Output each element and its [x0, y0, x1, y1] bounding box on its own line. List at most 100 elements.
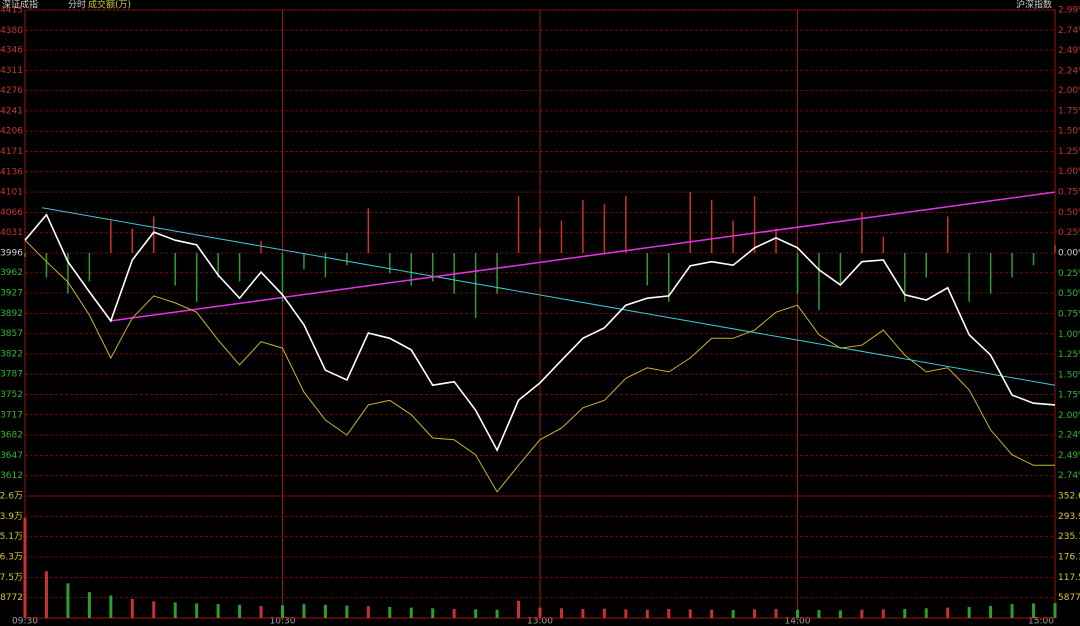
volume-bar: [66, 583, 70, 618]
volume-bar: [710, 609, 714, 618]
y-tick-label: 13927: [0, 289, 23, 299]
volume-bar: [474, 609, 478, 618]
volume-bar: [323, 604, 327, 618]
y-tick-label: 14415: [0, 6, 23, 16]
volume-bar: [688, 609, 692, 618]
y-tick-label: 14171: [0, 147, 23, 157]
volume-bar: [173, 602, 177, 618]
trend-line: [110, 191, 1056, 322]
y2-tick-label: 2.49%: [1058, 46, 1080, 56]
chart-title: 深证成指: [2, 0, 38, 11]
volume-bar: [216, 604, 220, 618]
volume-bar: [559, 608, 563, 618]
y-tick-label: 13822: [0, 349, 23, 359]
volume-bar: [409, 607, 413, 618]
volume-bar: [881, 609, 885, 618]
volume-bar: [345, 605, 349, 618]
x-tick-label: 14:00: [785, 617, 811, 626]
volume-bar: [967, 606, 971, 618]
volume-bar: [388, 606, 392, 618]
y-tick-label: 13787: [0, 370, 23, 380]
volume-tick-label-right: 58772: [1058, 593, 1080, 603]
y2-tick-label: 1.25%: [1058, 350, 1080, 360]
volume-bar: [1053, 603, 1057, 618]
y2-tick-label: 0.75%: [1058, 309, 1080, 319]
volume-bar: [281, 605, 284, 618]
y2-tick-label: 1.75%: [1058, 391, 1080, 401]
volume-bar: [517, 600, 521, 618]
y-tick-label: 13857: [0, 329, 23, 339]
volume-bar: [259, 605, 263, 618]
x-tick-label: 15:00: [1028, 617, 1054, 626]
volume-bar: [581, 609, 585, 618]
volume-bar: [302, 604, 306, 618]
y2-tick-label: 0.75%: [1058, 188, 1080, 198]
y2-tick-label: 2.24%: [1058, 431, 1080, 441]
volume-bar: [667, 609, 671, 618]
volume-tick-label-right: 352.6: [1058, 492, 1080, 502]
x-tick-label: 10:30: [270, 617, 296, 626]
volume-bar: [152, 601, 156, 618]
indicator-label: 成交额(万): [88, 0, 131, 11]
volume-tick-label: 293.9万: [0, 512, 23, 522]
y-tick-label: 14380: [0, 26, 23, 36]
y2-tick-label: 2.74%: [1058, 471, 1080, 481]
x-tick-label: 09:30: [12, 617, 38, 626]
price-line: [24, 239, 1055, 493]
volume-bar: [238, 604, 242, 618]
volume-bar: [495, 609, 499, 618]
volume-tick-label: 176.3万: [0, 553, 23, 563]
y-tick-label: 13612: [0, 471, 23, 481]
y2-tick-label: 1.00%: [1058, 167, 1080, 177]
volume-tick-label: 352.6万: [0, 492, 23, 502]
volume-tick-label-right: 293.9: [1058, 512, 1080, 522]
y2-tick-label: 1.50%: [1058, 127, 1080, 137]
y2-tick-label: 2.00%: [1058, 86, 1080, 96]
y-tick-label: 13892: [0, 309, 23, 319]
y-tick-label: 13717: [0, 410, 23, 420]
price-line: [24, 213, 1056, 453]
y2-tick-label: 0.25%: [1058, 269, 1080, 279]
y2-tick-label: 2.49%: [1058, 451, 1080, 461]
y2-tick-label: 2.74%: [1058, 26, 1080, 36]
y-tick-label: 14031: [0, 228, 23, 238]
volume-bar: [796, 609, 799, 618]
volume-bar: [645, 609, 649, 618]
y-tick-label: 13752: [0, 390, 23, 400]
volume-bar: [1010, 604, 1014, 618]
y2-tick-label: 0.50%: [1058, 289, 1080, 299]
volume-bar: [130, 598, 134, 618]
volume-bar: [87, 592, 91, 618]
volume-bar: [903, 609, 907, 618]
y2-tick-label: 2.00%: [1058, 411, 1080, 421]
volume-bar: [774, 609, 778, 618]
volume-tick-label-right: 176.3: [1058, 553, 1080, 563]
volume-bar: [838, 610, 842, 618]
y2-tick-label: 1.00%: [1058, 330, 1080, 340]
y2-tick-label: 1.75%: [1058, 106, 1080, 116]
volume-bar: [431, 608, 435, 618]
y-tick-label: 14346: [0, 46, 23, 56]
volume-bar: [195, 603, 199, 618]
volume-bar: [538, 607, 542, 618]
volume-tick-label: 117.5万: [0, 573, 23, 583]
volume-bar: [860, 609, 864, 618]
volume-tick-label-right: 235.1: [1058, 532, 1080, 542]
volume-bar: [924, 608, 928, 618]
volume-bar: [109, 595, 113, 618]
volume-bar: [23, 517, 27, 618]
y-tick-label: 13682: [0, 431, 23, 441]
y-tick-label: 13647: [0, 451, 23, 461]
y-tick-label: 14101: [0, 188, 23, 198]
x-tick-label: 13:00: [527, 617, 553, 626]
volume-bar: [1032, 603, 1036, 618]
volume-bar: [602, 608, 606, 618]
volume-bar: [989, 605, 993, 618]
y2-tick-label: 0.00%: [1058, 249, 1080, 259]
corner-label: 沪深指数: [1016, 0, 1052, 11]
y2-tick-label: 0.50%: [1058, 208, 1080, 218]
volume-bar: [44, 571, 48, 618]
